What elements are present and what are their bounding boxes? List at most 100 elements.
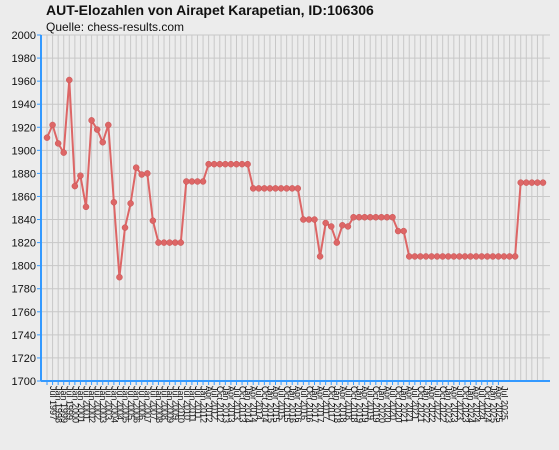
data-point: [300, 216, 307, 223]
data-point: [478, 253, 485, 260]
y-tick-label: 1980: [12, 53, 36, 65]
data-point: [456, 253, 463, 260]
x-tick-label: Oct 2015: [282, 386, 292, 423]
data-point: [517, 179, 524, 186]
data-point: [194, 178, 201, 185]
data-point: [132, 164, 140, 171]
data-point: [378, 213, 385, 221]
y-tick-label: 1820: [12, 238, 36, 250]
data-point: [400, 227, 407, 235]
data-point: [183, 178, 190, 185]
x-tick-label: Jan 2005: [120, 386, 130, 423]
data-point: [216, 160, 224, 168]
y-tick-label: 1740: [12, 330, 36, 342]
data-point: [333, 239, 341, 246]
x-tick-label: Jan 2016: [288, 386, 298, 423]
x-tick-label: Jan 2012: [198, 386, 208, 423]
data-point: [361, 213, 368, 221]
data-point: [105, 121, 112, 129]
y-tick-label: 1720: [12, 353, 36, 365]
data-point: [71, 182, 79, 190]
y-tick-label: 1840: [12, 215, 36, 227]
data-point: [322, 219, 329, 227]
x-tick-label: Jan 2008: [154, 386, 164, 423]
data-point: [227, 160, 235, 168]
data-point: [372, 213, 380, 221]
data-point: [54, 140, 62, 147]
data-point: [417, 253, 424, 260]
x-tick-label: Jul 2022: [433, 386, 443, 420]
x-tick-label: Jan 2001: [76, 386, 86, 423]
x-tick-label: Jul 2017: [321, 386, 331, 420]
x-tick-label: Jul 2019: [366, 386, 376, 420]
x-tick-label: Jan 2018: [332, 386, 342, 423]
data-point: [43, 134, 51, 141]
y-tick-label: 1860: [12, 191, 36, 203]
x-tick-label: Apr 2021: [405, 386, 415, 423]
data-point: [199, 178, 207, 185]
x-tick-label: Jul 2021: [410, 386, 420, 420]
data-point: [155, 239, 162, 246]
data-point: [60, 149, 67, 156]
data-point: [422, 253, 430, 260]
data-point: [534, 179, 541, 186]
x-tick-label: Oct 2016: [304, 386, 314, 423]
data-point: [49, 121, 56, 129]
x-tick-label: Jul 2003: [104, 386, 114, 420]
x-tick-label: Jul 2010: [182, 386, 192, 420]
x-tick-label: Apr 2014: [249, 386, 259, 423]
data-point: [394, 227, 402, 235]
data-point: [166, 239, 173, 246]
data-point: [511, 253, 519, 260]
data-point: [484, 253, 491, 260]
x-tick-label: Oct 2017: [327, 386, 337, 423]
data-point: [88, 117, 95, 124]
x-tick-label: Jul 2015: [276, 386, 286, 420]
y-tick-label: 1800: [12, 261, 36, 273]
data-point: [233, 160, 240, 168]
data-point: [222, 160, 229, 168]
x-tick-label: Oct 2012: [215, 386, 225, 423]
data-point: [506, 253, 513, 260]
y-tick-label: 1760: [12, 307, 36, 319]
data-point: [93, 126, 101, 133]
plot-area: [41, 35, 550, 381]
x-tick-label: Jan 2024: [466, 386, 476, 423]
data-point: [272, 185, 279, 192]
x-tick-label: Jul 2013: [232, 386, 242, 420]
x-tick-label: Jan 2015: [265, 386, 275, 423]
data-point: [411, 253, 419, 260]
data-point: [110, 198, 118, 206]
data-point: [405, 253, 413, 260]
x-tick-label: Jul 2016: [299, 386, 309, 420]
data-point: [433, 253, 441, 260]
data-point: [467, 253, 474, 260]
x-tick-label: Jan 2000: [70, 386, 80, 423]
x-tick-label: Jul 2023: [455, 386, 465, 420]
data-point: [383, 213, 391, 221]
x-tick-label: Oct 2018: [349, 386, 359, 423]
x-tick-label: Jul 2011: [193, 386, 203, 419]
data-point: [244, 160, 251, 168]
x-tick-label: Apr 2013: [226, 386, 236, 423]
y-tick-label: 1920: [12, 122, 36, 134]
data-point: [205, 160, 212, 168]
data-point: [539, 179, 547, 186]
data-point: [288, 185, 296, 192]
data-point: [77, 172, 84, 179]
x-tick-label: Apr 2016: [293, 386, 303, 423]
data-point: [500, 253, 508, 260]
x-tick-label: Apr 2025: [494, 386, 504, 423]
x-tick-label: Oct 2019: [371, 386, 381, 423]
data-point: [116, 273, 123, 281]
y-tick-label: 1900: [12, 145, 36, 157]
data-point: [138, 171, 145, 178]
data-point: [428, 253, 435, 260]
data-point: [121, 224, 129, 231]
data-point: [277, 185, 285, 192]
x-tick-label: Jul 2009: [171, 386, 181, 420]
x-tick-label: Oct 2020: [394, 386, 404, 423]
x-tick-label: Jan 2021: [399, 386, 409, 423]
y-tick-label: 1700: [12, 376, 36, 388]
x-tick-label: Apr 2023: [449, 386, 459, 423]
